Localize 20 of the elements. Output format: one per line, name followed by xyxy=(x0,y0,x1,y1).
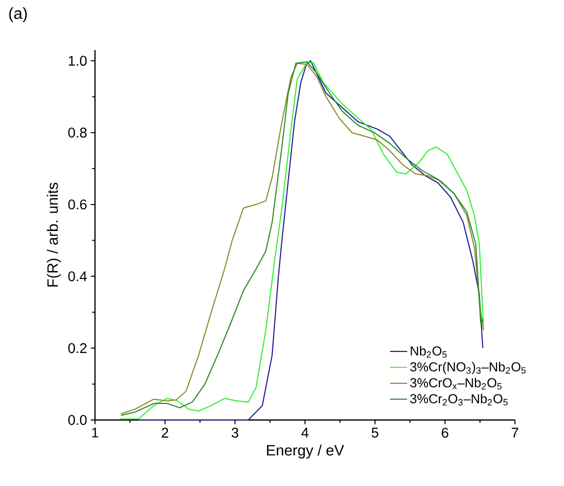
x-tick-label: 3 xyxy=(232,428,238,438)
y-tick-label: 1.0 xyxy=(68,56,87,66)
y-tick-label: 0.0 xyxy=(68,415,87,425)
x-tick-label: 5 xyxy=(372,428,378,438)
legend-label: 3%Cr$_{2}$O$_{3}$–Nb$_{2}$O$_{5}$ xyxy=(410,394,508,406)
text: (a) xyxy=(9,7,27,22)
y-tick-label: 0.4 xyxy=(68,271,87,282)
y-tick-label: 0.8 xyxy=(68,128,87,138)
y-tick-label: 0.6 xyxy=(68,199,87,210)
x-tick-label: 7 xyxy=(512,428,518,438)
x-tick-label: 1 xyxy=(92,428,98,438)
y-tick-label: 0.2 xyxy=(68,343,87,354)
y-axis-title: F(R) / arb. units xyxy=(46,182,61,287)
x-tick-label: 6 xyxy=(442,428,448,438)
legend-label: Nb$_{2}$O$_{5}$ xyxy=(410,346,447,358)
legend-label: 3%CrO$_{x}$–Nb$_{2}$O$_{5}$ xyxy=(410,378,502,390)
x-axis-title: Energy / eV xyxy=(267,444,344,459)
x-tick-label: 4 xyxy=(301,428,308,438)
x-tick-label: 2 xyxy=(162,428,168,438)
legend-label: 3%Cr(NO$_{3}$)$_{3}$–Nb$_{2}$O$_{5}$ xyxy=(410,362,526,374)
